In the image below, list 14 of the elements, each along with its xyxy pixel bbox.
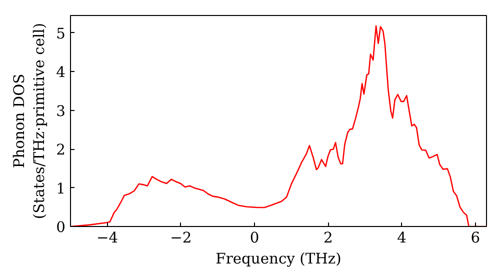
- x-tick-label: −2: [170, 230, 192, 246]
- y-tick-label: 4: [56, 64, 66, 82]
- x-axis-title: Frequency (THz): [216, 250, 342, 268]
- x-tick-label: 6: [470, 230, 480, 246]
- y-tick-label: 2: [56, 142, 66, 159]
- x-tick-label: −4: [96, 230, 118, 246]
- y-tick-label: 5: [56, 25, 66, 42]
- y-tick-label: 0: [56, 219, 66, 236]
- y-tick-label: 1: [56, 180, 66, 198]
- x-tick-label: 2: [324, 230, 333, 246]
- x-tick-label: 0: [250, 230, 260, 246]
- y-tick-label: 3: [56, 102, 66, 120]
- y-axis-title: Phonon DOS (States/THz·primitive cell): [10, 22, 48, 220]
- x-tick-label: 4: [397, 230, 406, 246]
